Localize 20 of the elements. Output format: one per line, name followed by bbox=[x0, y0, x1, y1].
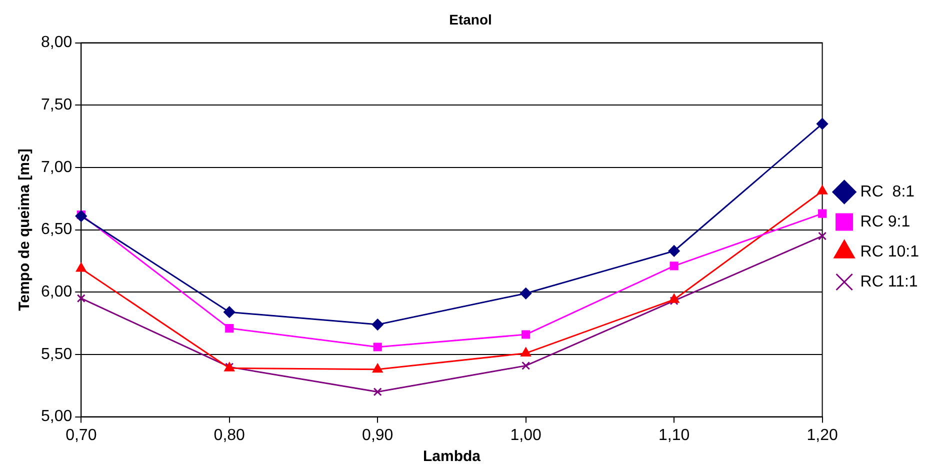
x-tick-label: 0,90 bbox=[362, 426, 394, 444]
y-axis-title: Tempo de queima [ms] bbox=[16, 148, 34, 311]
legend-label: RC 11:1 bbox=[860, 273, 918, 290]
y-tick-label: 8,00 bbox=[41, 34, 72, 52]
legend-label: RC 8:1 bbox=[860, 183, 915, 200]
y-tick-label: 5,50 bbox=[41, 346, 72, 363]
y-tick-label: 5,00 bbox=[41, 408, 72, 426]
x-tick-label: 0,70 bbox=[66, 426, 97, 444]
y-tick-label: 6,50 bbox=[41, 221, 72, 238]
x-tick-label: 1,00 bbox=[510, 426, 542, 444]
y-tick-label: 7,50 bbox=[41, 96, 72, 114]
x-tick-label: 1,20 bbox=[806, 426, 838, 444]
y-tick-label: 6,00 bbox=[41, 284, 72, 301]
x-tick-label: 1,10 bbox=[658, 426, 690, 444]
x-tick-label: 0,80 bbox=[214, 426, 246, 444]
legend-label: RC 10:1 bbox=[860, 243, 920, 260]
y-tick-label: 7,00 bbox=[41, 158, 72, 176]
legend-label: RC 9:1 bbox=[860, 213, 910, 230]
x-axis-title: Lambda bbox=[422, 448, 482, 466]
chart-title: Etanol bbox=[449, 11, 492, 28]
